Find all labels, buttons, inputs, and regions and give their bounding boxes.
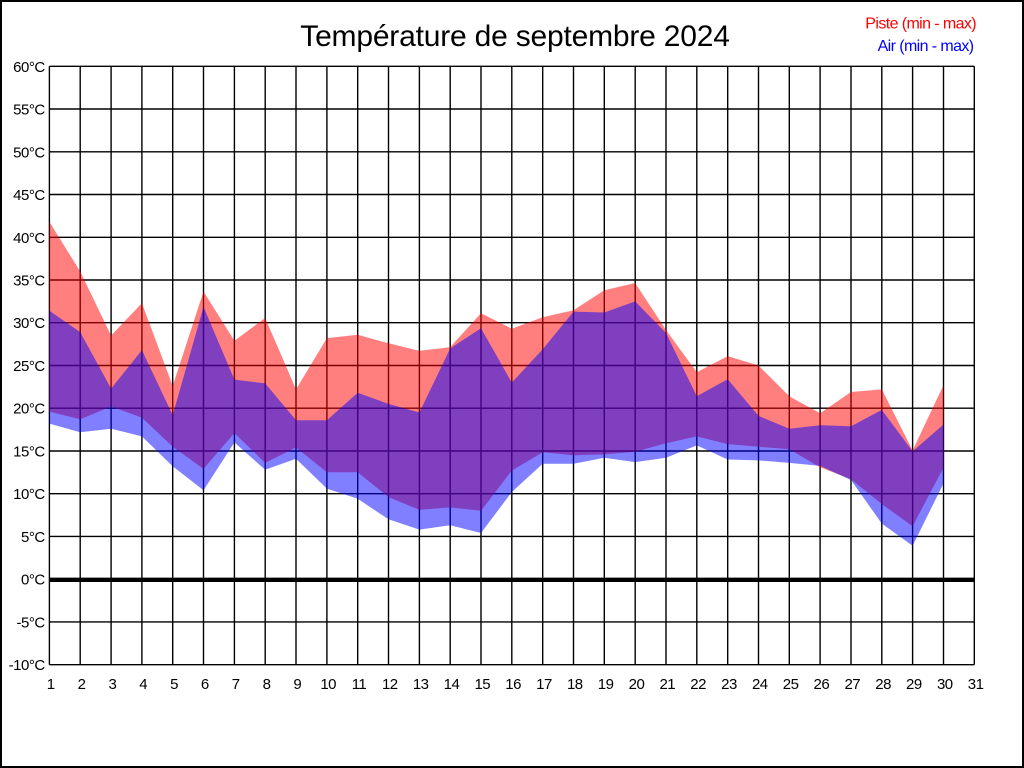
svg-text:45°C: 45°C — [13, 187, 45, 204]
svg-text:50°C: 50°C — [13, 144, 45, 161]
svg-text:1: 1 — [47, 676, 55, 693]
svg-text:60°C: 60°C — [13, 59, 45, 76]
svg-text:14: 14 — [444, 676, 460, 693]
svg-text:21: 21 — [659, 676, 675, 693]
svg-text:27: 27 — [844, 676, 860, 693]
svg-text:35°C: 35°C — [13, 273, 45, 290]
svg-text:11: 11 — [352, 676, 367, 693]
svg-text:25: 25 — [783, 676, 799, 693]
svg-text:Piste (min - max): Piste (min - max) — [865, 16, 976, 33]
svg-text:30°C: 30°C — [13, 315, 45, 332]
svg-text:29: 29 — [906, 676, 922, 693]
svg-text:18: 18 — [567, 676, 583, 693]
svg-text:7: 7 — [232, 676, 240, 693]
svg-text:15°C: 15°C — [13, 444, 45, 461]
svg-text:-10°C: -10°C — [9, 657, 46, 674]
svg-text:15: 15 — [474, 676, 490, 693]
svg-text:5°C: 5°C — [21, 529, 45, 546]
svg-text:0°C: 0°C — [21, 572, 45, 589]
svg-text:8: 8 — [263, 676, 271, 693]
svg-text:19: 19 — [598, 676, 614, 693]
svg-text:-5°C: -5°C — [17, 614, 46, 631]
svg-text:5: 5 — [170, 676, 178, 693]
svg-text:31: 31 — [968, 676, 984, 693]
svg-text:30: 30 — [937, 676, 953, 693]
svg-text:6: 6 — [201, 676, 209, 693]
svg-text:26: 26 — [814, 676, 830, 693]
svg-text:25°C: 25°C — [13, 358, 45, 375]
svg-text:13: 13 — [413, 676, 429, 693]
svg-text:28: 28 — [875, 676, 891, 693]
svg-text:24: 24 — [752, 676, 768, 693]
svg-text:20: 20 — [629, 676, 645, 693]
svg-text:55°C: 55°C — [13, 102, 45, 119]
svg-text:17: 17 — [536, 676, 552, 693]
svg-text:23: 23 — [721, 676, 737, 693]
svg-text:10°C: 10°C — [13, 486, 45, 503]
svg-text:9: 9 — [293, 676, 301, 693]
svg-text:20°C: 20°C — [13, 401, 45, 418]
svg-text:4: 4 — [139, 676, 147, 693]
svg-text:16: 16 — [505, 676, 521, 693]
svg-text:Air (min - max): Air (min - max) — [878, 38, 974, 55]
svg-text:2: 2 — [78, 676, 86, 693]
svg-text:3: 3 — [108, 676, 116, 693]
svg-text:12: 12 — [382, 676, 398, 693]
svg-text:10: 10 — [320, 676, 336, 693]
svg-text:22: 22 — [690, 676, 706, 693]
svg-text:Température de septembre 2024: Température de septembre 2024 — [300, 20, 729, 53]
svg-text:40°C: 40°C — [13, 230, 45, 247]
